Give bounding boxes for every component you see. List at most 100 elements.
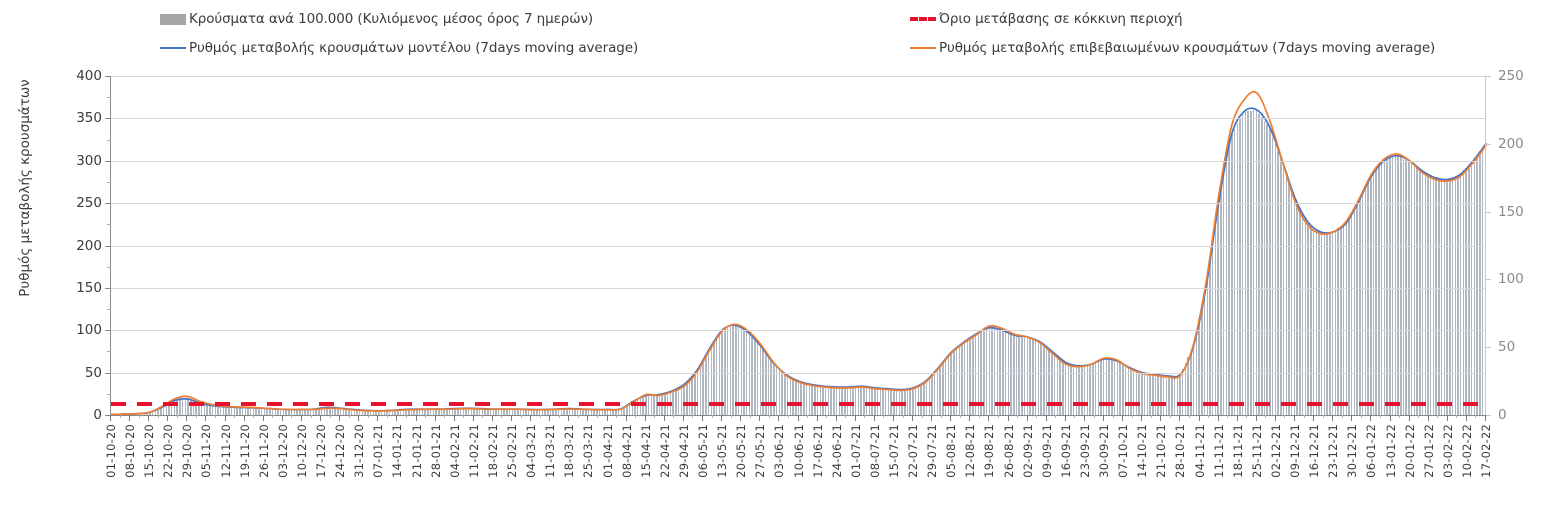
bar (1271, 136, 1274, 415)
bar (1446, 179, 1448, 415)
x-axis-minor-tick (1208, 415, 1210, 418)
x-axis-tick (434, 415, 436, 421)
x-axis-tick-label: 08-04-21 (619, 424, 634, 478)
legend-item-cases-per-100k[interactable]: Κρούσματα ανά 100.000 (Κυλιόμενος μέσος … (160, 11, 593, 27)
bar (1457, 175, 1459, 415)
y-axis-tick-left (105, 160, 111, 162)
bar (568, 408, 571, 415)
x-axis-minor-tick (654, 415, 656, 418)
x-axis-tick-label: 28-10-21 (1173, 424, 1188, 478)
x-axis-minor-tick (1227, 415, 1229, 418)
x-axis-tick (797, 415, 799, 421)
x-axis-tick-label: 05-08-21 (944, 424, 959, 478)
bar (767, 356, 770, 415)
x-axis-tick-label: 23-09-21 (1077, 424, 1092, 478)
x-axis-tick-label: 09-09-21 (1039, 424, 1054, 478)
bar (530, 409, 533, 415)
x-axis-minor-tick (978, 415, 980, 418)
bar (1432, 177, 1435, 415)
bar (263, 408, 266, 415)
line-swatch-icon (160, 47, 186, 49)
bar (1329, 231, 1331, 415)
y-axis-tick-label-left: 250 (76, 195, 102, 212)
bar (241, 407, 244, 415)
bar (190, 399, 192, 415)
x-axis-minor-tick (1379, 415, 1381, 418)
bar (729, 326, 732, 415)
y-axis-minor-tick-left (107, 351, 111, 353)
bar (372, 410, 375, 415)
x-axis-minor-tick (1169, 415, 1171, 418)
bar (1146, 373, 1149, 415)
bar (1476, 154, 1478, 415)
bar (301, 409, 304, 415)
bar (1184, 362, 1187, 415)
bar (985, 328, 988, 415)
x-axis-tick (472, 415, 474, 421)
bar (497, 409, 500, 415)
x-axis-minor-tick (596, 415, 598, 418)
bar (963, 341, 966, 415)
legend-label: Ρυθμός μεταβολής επιβεβαιωμένων κρουσμάτ… (939, 40, 1436, 56)
x-axis-tick-label: 23-12-21 (1326, 424, 1341, 478)
x-axis-minor-tick (463, 415, 465, 418)
x-axis: 01-10-20 08-10-20 15-10-20 22-10-20 29-10-20… (104, 415, 1493, 505)
bar (1331, 231, 1334, 415)
bar (541, 409, 544, 415)
bar (797, 381, 800, 415)
bar (1440, 178, 1443, 415)
x-axis-tick-label: 16-12-21 (1307, 424, 1322, 478)
bar (358, 409, 361, 415)
bar (1348, 217, 1350, 415)
y-axis-tick-label-right: 50 (1498, 339, 1516, 356)
x-axis-minor-tick (1246, 415, 1248, 418)
bar (555, 409, 557, 415)
gridline (111, 76, 1486, 77)
bar (1043, 345, 1045, 415)
bar (827, 386, 830, 415)
bar (312, 409, 315, 415)
bar (639, 398, 642, 415)
bar (795, 379, 797, 415)
bar (944, 358, 947, 415)
bar (1048, 349, 1050, 415)
bar (1370, 176, 1372, 415)
legend-item-model-rate[interactable]: Ρυθμός μεταβολής κρουσμάτων μοντέλου (7d… (160, 40, 638, 56)
bar (833, 386, 835, 415)
bar (1214, 221, 1217, 415)
bar (160, 408, 162, 415)
bar (173, 401, 176, 415)
bar (1419, 169, 1421, 415)
x-axis-minor-tick (329, 415, 331, 418)
bar (579, 409, 582, 415)
x-axis-minor-tick (787, 415, 789, 418)
bar (743, 330, 745, 415)
bar (410, 409, 413, 415)
bar (249, 407, 252, 415)
x-axis-tick-label: 22-07-21 (906, 424, 921, 478)
bar (1051, 351, 1053, 415)
x-axis-minor-tick (176, 415, 178, 418)
legend-item-confirmed-rate[interactable]: Ρυθμός μεταβολής επιβεβαιωμένων κρουσμάτ… (910, 40, 1435, 56)
bar (1291, 190, 1293, 415)
bar (751, 336, 753, 415)
bar (707, 350, 710, 415)
bar (339, 408, 342, 415)
legend-item-red-threshold[interactable]: Όριο μετάβασης σε κόκκινη περιοχή (910, 11, 1183, 27)
x-axis-minor-tick (1017, 415, 1019, 418)
bar (713, 342, 715, 415)
bar (514, 409, 516, 415)
bar (844, 387, 846, 415)
x-axis-tick-label: 04-02-21 (447, 424, 462, 478)
x-axis-tick-label: 15-04-21 (638, 424, 653, 478)
bar (1323, 231, 1326, 415)
bar (1459, 173, 1462, 415)
bar (868, 387, 871, 415)
bar (1252, 110, 1255, 415)
bar (288, 409, 290, 415)
bar (786, 375, 789, 415)
bar (465, 408, 467, 415)
x-axis-tick (358, 415, 360, 421)
x-axis-tick (969, 415, 971, 421)
